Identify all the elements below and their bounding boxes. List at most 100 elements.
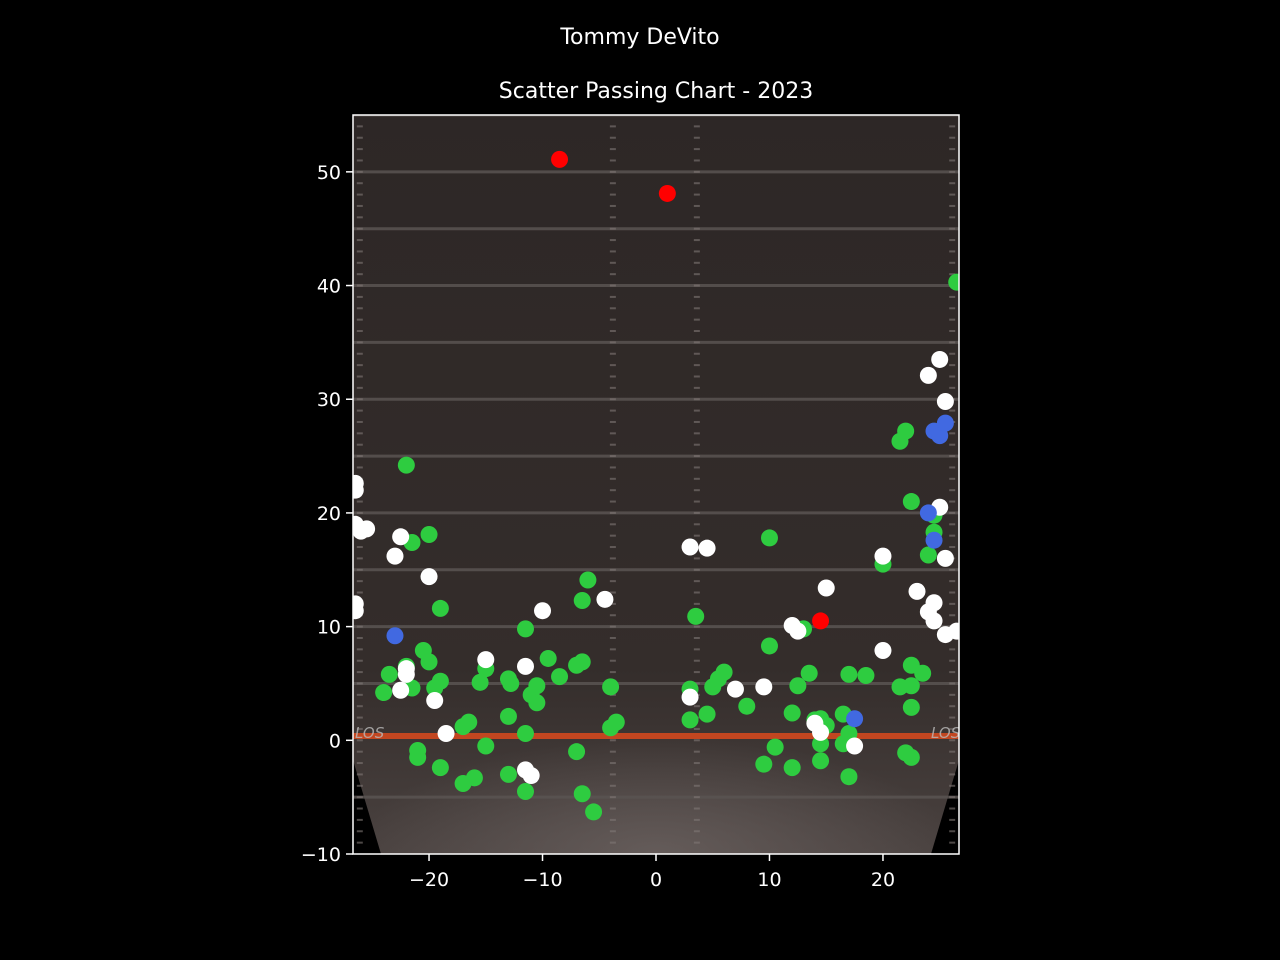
scatter-point [573, 785, 591, 803]
scatter-point [681, 688, 699, 706]
scatter-point [516, 782, 534, 800]
scatter-point [551, 668, 569, 686]
scatter-point [499, 707, 517, 725]
scatter-point [420, 568, 438, 586]
scatter-point [687, 607, 705, 625]
scatter-point [840, 768, 858, 786]
scatter-point [925, 612, 943, 630]
scatter-point [568, 743, 586, 761]
scatter-point [386, 547, 404, 565]
x-tick-label: −20 [409, 869, 449, 891]
scatter-point [477, 737, 495, 755]
scatter-point [409, 748, 427, 766]
scatter-point [783, 759, 801, 777]
scatter-point [465, 769, 483, 787]
scatter-point [857, 667, 875, 685]
x-tick-label: −10 [522, 869, 562, 891]
scatter-point [516, 620, 534, 638]
scatter-point [902, 677, 920, 695]
scatter-point [596, 590, 614, 608]
y-axis: −10 0 10 20 30 40 50 [301, 162, 353, 866]
scatter-point [607, 713, 625, 731]
scatter-point [380, 665, 398, 683]
scatter-point [516, 657, 534, 675]
scatter-point [437, 724, 455, 742]
scatter-point [760, 529, 778, 547]
scatter-point [902, 698, 920, 716]
scatter-point [516, 724, 534, 742]
scatter-point [948, 273, 959, 291]
scatter-point [426, 679, 444, 697]
scatter-point [681, 711, 699, 729]
x-tick-label: 20 [871, 869, 895, 891]
scatter-point [755, 755, 773, 773]
scatter-point [477, 651, 495, 669]
scatter-point [914, 664, 932, 682]
y-tick-label: 40 [317, 276, 341, 298]
scatter-point [908, 582, 926, 600]
scatter-point [602, 678, 620, 696]
scatter-point [800, 664, 818, 682]
scatter-point [471, 673, 489, 691]
scatter-point [738, 697, 756, 715]
scatter-point [817, 579, 835, 597]
scatter-point [658, 184, 676, 202]
scatter-point [528, 677, 546, 695]
scatter-point [789, 677, 807, 695]
scatter-point [874, 641, 892, 659]
scatter-point [528, 694, 546, 712]
scatter-point [454, 718, 472, 736]
scatter-point [936, 393, 954, 411]
scatter-point [392, 528, 410, 546]
scatter-point [522, 767, 540, 785]
chart-title: Tommy DeVito [559, 25, 719, 50]
scatter-point [766, 738, 784, 756]
scatter-point [386, 627, 404, 645]
scatter-point [499, 765, 517, 783]
scatter-point [698, 539, 716, 557]
scatter-point [846, 710, 864, 728]
x-tick-label: 10 [757, 869, 781, 891]
scatter-point [902, 493, 920, 511]
scatter-point [931, 350, 949, 368]
scatter-point [846, 737, 864, 755]
scatter-point [948, 622, 959, 640]
scatter-point [715, 663, 733, 681]
scatter-point [392, 681, 410, 699]
scatter-point [783, 704, 801, 722]
scatter-point [726, 680, 744, 698]
scatter-point [902, 748, 920, 766]
scatter-point [397, 456, 415, 474]
y-tick-label: 50 [317, 162, 341, 184]
scatter-point [698, 705, 716, 723]
scatter-point [426, 692, 444, 710]
scatter-point [397, 665, 415, 683]
los-marker-right: LOS [931, 724, 961, 742]
scatter-point [573, 591, 591, 609]
y-tick-label: 20 [317, 503, 341, 525]
scatter-point [420, 653, 438, 671]
scatter-point [812, 752, 830, 770]
y-tick-label: 10 [317, 617, 341, 639]
scatter-point [420, 526, 438, 544]
scatter-point [840, 665, 858, 683]
scatter-point [919, 546, 937, 564]
scatter-point [936, 549, 954, 567]
scatter-point [534, 602, 552, 620]
scatter-point [579, 571, 597, 589]
scatter-point [353, 481, 364, 499]
scatter-point [573, 653, 591, 671]
x-tick-label: 0 [650, 869, 662, 891]
scatter-point [812, 723, 830, 741]
scatter-point [431, 759, 449, 777]
scatter-point [919, 366, 937, 384]
y-tick-label: −10 [301, 844, 341, 866]
scatter-point [585, 803, 603, 821]
data-points [353, 150, 959, 821]
chart-subtitle: Scatter Passing Chart - 2023 [499, 79, 813, 104]
scatter-point [353, 602, 364, 620]
scatter-point [919, 504, 937, 522]
scatter-point [431, 599, 449, 617]
los-marker-left: LOS [355, 724, 385, 742]
